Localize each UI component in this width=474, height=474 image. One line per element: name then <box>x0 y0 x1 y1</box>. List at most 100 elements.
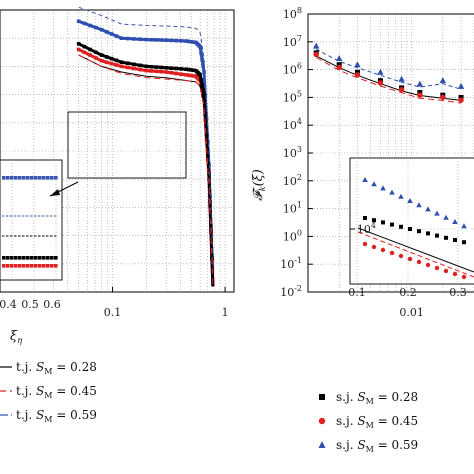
data-point <box>186 73 191 78</box>
data-point <box>125 36 130 41</box>
data-point <box>371 181 377 187</box>
data-point <box>6 264 10 268</box>
trend-line <box>315 57 462 104</box>
data-point <box>434 210 440 216</box>
data-point <box>119 64 124 69</box>
data-point <box>149 37 154 42</box>
inset-x-tick-label: 0.6 <box>43 298 61 311</box>
legends: t.j. SM = 0.28 t.j. SM = 0.45 t.j. SM = 0.… <box>0 360 418 454</box>
data-point <box>461 274 467 280</box>
data-point <box>407 256 413 262</box>
data-point <box>200 82 204 87</box>
y-tick-label: 10-1 <box>280 256 302 271</box>
data-point <box>354 72 361 78</box>
data-point <box>444 235 448 240</box>
data-point <box>189 73 193 78</box>
data-point <box>88 47 92 52</box>
data-point <box>125 65 130 70</box>
data-point <box>398 86 405 93</box>
data-point <box>26 264 30 268</box>
data-point <box>99 27 104 32</box>
data-point <box>99 53 104 57</box>
data-point <box>198 44 202 49</box>
x-axis-label: ξη <box>10 329 22 345</box>
data-point <box>313 42 320 49</box>
data-point <box>125 61 130 66</box>
data-point <box>6 256 10 260</box>
legend-label: s.j. SM = 0.59 <box>336 438 418 454</box>
data-point <box>109 61 114 66</box>
x-tick-label: 0.1 <box>104 306 122 319</box>
data-point <box>399 224 403 229</box>
data-point <box>109 32 114 36</box>
data-point <box>30 256 34 260</box>
data-point <box>425 262 431 268</box>
x-tick-label: 1 <box>222 306 229 319</box>
data-point <box>132 37 136 41</box>
data-point <box>189 39 193 44</box>
data-point <box>417 229 421 234</box>
data-point <box>174 71 178 76</box>
data-point <box>443 268 449 274</box>
series-line <box>78 42 215 287</box>
data-point <box>335 55 343 62</box>
legend-marker <box>318 417 326 425</box>
theory-line <box>78 54 214 287</box>
data-point <box>191 74 196 78</box>
data-point <box>191 40 196 44</box>
data-point <box>389 250 395 256</box>
data-point <box>204 132 209 136</box>
trend-line <box>357 231 474 278</box>
x-tick-label: 0.01 <box>399 306 424 319</box>
data-point <box>46 256 50 260</box>
data-point <box>22 256 26 260</box>
data-point <box>38 176 42 180</box>
data-point <box>426 231 430 236</box>
data-point <box>54 176 58 180</box>
data-point <box>22 264 26 268</box>
data-point <box>94 25 98 30</box>
y-tick-label: 107 <box>283 34 302 49</box>
data-point <box>453 238 457 242</box>
data-point <box>408 227 412 231</box>
data-point <box>202 70 206 74</box>
trend-line <box>315 55 462 101</box>
data-point <box>164 38 169 42</box>
data-point <box>138 37 142 42</box>
data-point <box>114 58 119 63</box>
data-point <box>94 50 98 55</box>
inset-x-tick-label: 0.3 <box>449 286 467 299</box>
data-point <box>46 264 50 268</box>
data-point <box>362 177 368 182</box>
data-point <box>138 63 142 68</box>
y-tick-label: 103 <box>283 145 302 160</box>
data-point <box>407 198 413 203</box>
data-point <box>398 75 405 82</box>
data-point <box>191 68 196 73</box>
data-point <box>34 176 38 180</box>
data-point <box>82 21 87 26</box>
data-point <box>189 68 193 72</box>
data-point <box>169 38 173 43</box>
inset-frame <box>0 159 63 281</box>
data-point <box>2 264 6 268</box>
left-chart-panel: 0.4 0.5 0.6 0.1 1 ξη <box>0 6 235 345</box>
data-point <box>201 87 205 92</box>
data-point <box>144 68 149 73</box>
inset-x-tick-label: 0.2 <box>399 286 417 299</box>
data-point <box>184 73 188 77</box>
data-point <box>434 265 440 271</box>
right-chart-panel: 10810710610510410310210110010-110-21040.… <box>251 6 474 319</box>
data-point <box>159 69 164 74</box>
data-point <box>149 64 154 69</box>
inset-x-tick-label: 0.1 <box>348 286 366 299</box>
data-point <box>199 77 203 82</box>
data-point <box>38 264 42 268</box>
data-point <box>336 64 342 71</box>
inset-x-tick-label: 0.4 <box>0 298 17 311</box>
data-point <box>381 220 385 225</box>
inset-frame <box>349 157 474 285</box>
data-point <box>169 70 173 75</box>
data-point <box>50 176 54 180</box>
data-point <box>50 256 54 260</box>
